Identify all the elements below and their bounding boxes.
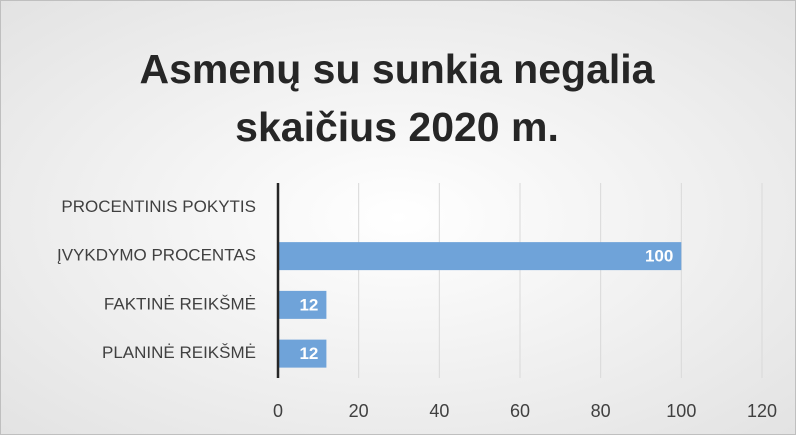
y-tick-label: ĮVYKDYMO PROCENTAS bbox=[57, 246, 256, 265]
chart-title: Asmenų su sunkia negalia bbox=[140, 46, 656, 92]
value-label: 12 bbox=[299, 295, 318, 314]
x-tick-label: 80 bbox=[591, 401, 611, 421]
x-tick-label: 0 bbox=[273, 401, 283, 421]
bar bbox=[278, 290, 327, 319]
value-label: 12 bbox=[299, 344, 318, 363]
chart-title: skaičius 2020 m. bbox=[235, 104, 559, 150]
x-tick-label: 60 bbox=[510, 401, 530, 421]
x-tick-label: 40 bbox=[429, 401, 449, 421]
bar bbox=[278, 339, 327, 368]
y-tick-label: PROCENTINIS POKYTIS bbox=[61, 197, 256, 216]
y-tick-label: PLANINĖ REIKŠMĖ bbox=[102, 343, 256, 362]
x-tick-label: 20 bbox=[349, 401, 369, 421]
bar bbox=[278, 242, 682, 271]
x-tick-label: 100 bbox=[666, 401, 696, 421]
x-tick-label: 120 bbox=[747, 401, 777, 421]
y-tick-label: FAKTINĖ REIKŠMĖ bbox=[104, 294, 256, 313]
value-label: 100 bbox=[645, 247, 673, 266]
